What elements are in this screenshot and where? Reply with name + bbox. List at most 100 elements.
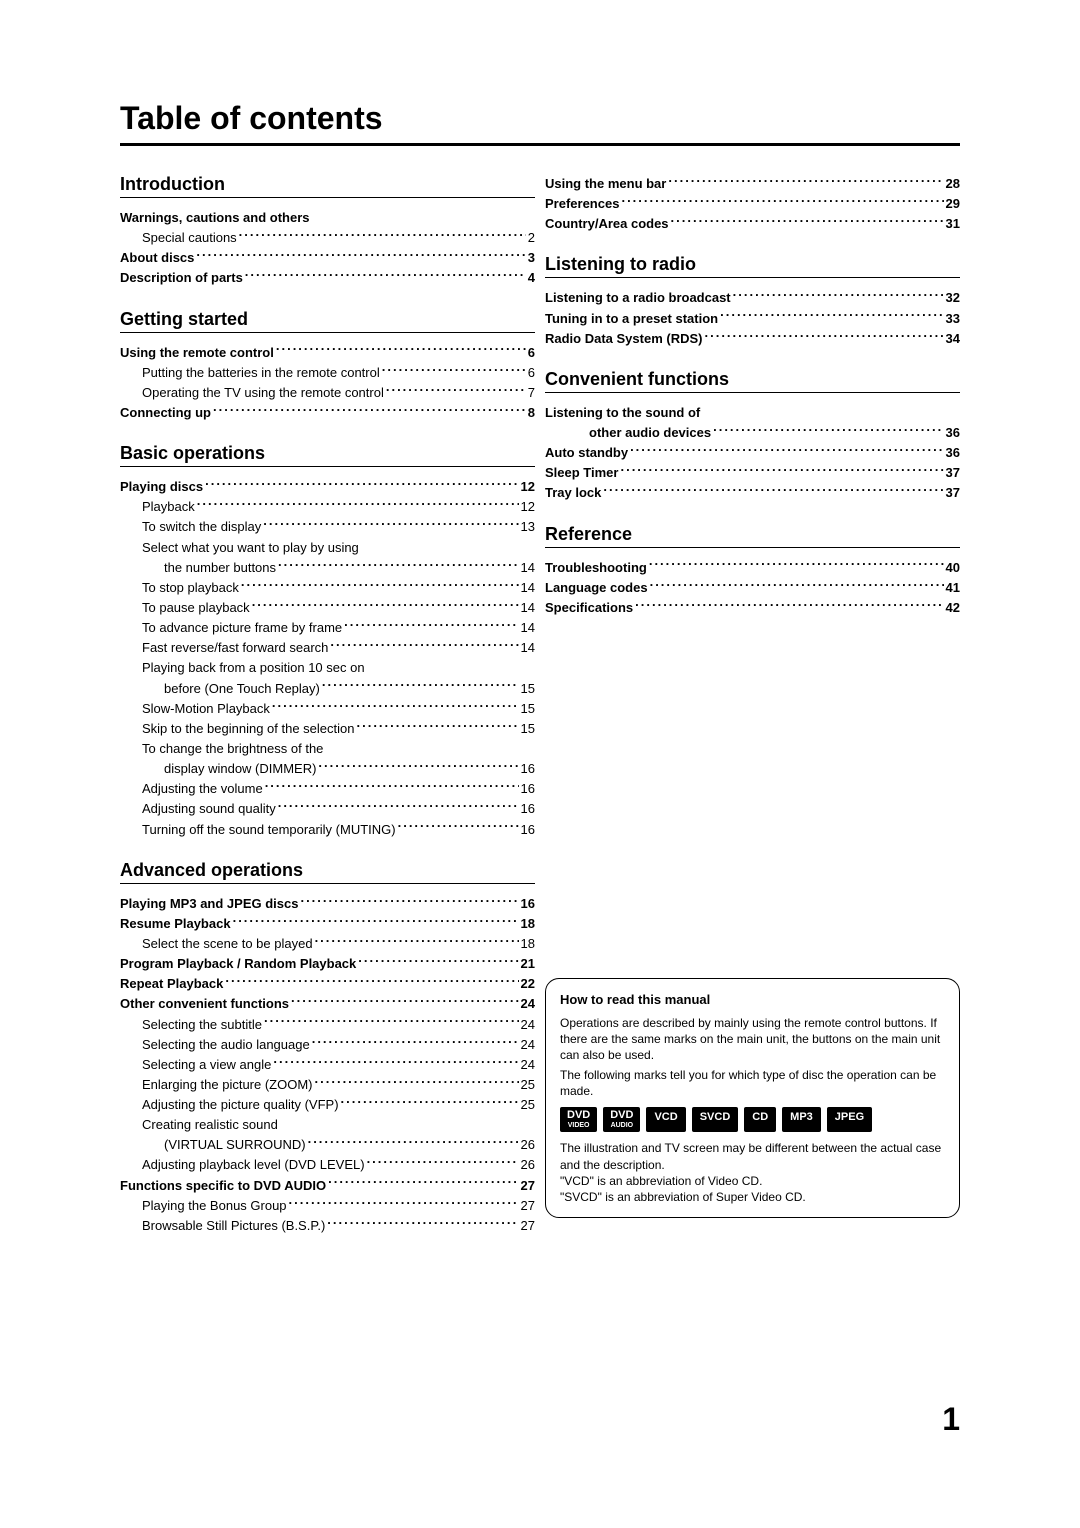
leader-dots bbox=[649, 559, 944, 572]
leader-dots bbox=[315, 1076, 519, 1089]
toc-entry-label: Creating realistic sound bbox=[142, 1115, 278, 1135]
toc-entry-label: (VIRTUAL SURROUND) bbox=[164, 1135, 306, 1155]
format-badge: CD bbox=[744, 1107, 776, 1132]
toc-entry: To advance picture frame by frame14 bbox=[120, 618, 535, 638]
toc-entry: Preferences29 bbox=[545, 194, 960, 214]
toc-entry-page: 18 bbox=[521, 914, 535, 934]
format-badge: VCD bbox=[646, 1107, 685, 1132]
toc-entry-page: 24 bbox=[521, 1015, 535, 1035]
leader-dots bbox=[278, 800, 519, 813]
infobox-paragraph: Operations are described by mainly using… bbox=[560, 1015, 945, 1064]
toc-entry-page: 32 bbox=[946, 288, 960, 308]
leader-dots bbox=[318, 760, 518, 773]
toc-entry-label: Repeat Playback bbox=[120, 974, 223, 994]
toc-entry-page: 28 bbox=[946, 174, 960, 194]
toc-entry-page: 24 bbox=[521, 1035, 535, 1055]
toc-entry-label: Tray lock bbox=[545, 483, 601, 503]
how-to-read-box: How to read this manual Operations are d… bbox=[545, 978, 960, 1218]
toc-entry: About discs3 bbox=[120, 248, 535, 268]
leader-dots bbox=[382, 364, 526, 377]
toc-entry-page: 16 bbox=[521, 820, 535, 840]
toc-entry-label: Auto standby bbox=[545, 443, 628, 463]
leader-dots bbox=[386, 384, 526, 397]
toc-entry-page: 13 bbox=[521, 517, 535, 537]
toc-entry-page: 16 bbox=[521, 759, 535, 779]
toc-entry-page: 42 bbox=[946, 598, 960, 618]
toc-entry-label: Selecting a view angle bbox=[142, 1055, 271, 1075]
section-heading: Getting started bbox=[120, 309, 535, 333]
toc-entry-page: 3 bbox=[528, 248, 535, 268]
toc-entry-page: 15 bbox=[521, 719, 535, 739]
leader-dots bbox=[197, 498, 519, 511]
leader-dots bbox=[241, 579, 519, 592]
toc-entry-label: other audio devices bbox=[589, 423, 711, 443]
toc-entry: Using the menu bar28 bbox=[545, 174, 960, 194]
leader-dots bbox=[341, 1096, 519, 1109]
toc-entry-label: Connecting up bbox=[120, 403, 211, 423]
format-badge: MP3 bbox=[782, 1107, 821, 1132]
section-heading: Listening to radio bbox=[545, 254, 960, 278]
leader-dots bbox=[276, 344, 526, 357]
leader-dots bbox=[635, 599, 943, 612]
toc-entry-label: Functions specific to DVD AUDIO bbox=[120, 1176, 326, 1196]
toc-entry: Adjusting playback level (DVD LEVEL)26 bbox=[120, 1155, 535, 1175]
section-heading: Advanced operations bbox=[120, 860, 535, 884]
toc-entry-page: 7 bbox=[528, 383, 535, 403]
leader-dots bbox=[322, 680, 519, 693]
toc-entry-page: 14 bbox=[521, 638, 535, 658]
toc-entry: Resume Playback 18 bbox=[120, 914, 535, 934]
toc-entry-label: Select what you want to play by using bbox=[142, 538, 359, 558]
toc-entry: Adjusting the picture quality (VFP) 25 bbox=[120, 1095, 535, 1115]
toc-entry: Specifications42 bbox=[545, 598, 960, 618]
page-title: Table of contents bbox=[120, 100, 960, 146]
format-badge: SVCD bbox=[692, 1107, 739, 1132]
leader-dots bbox=[233, 915, 519, 928]
toc-entry: Tuning in to a preset station33 bbox=[545, 309, 960, 329]
toc-entry: Special cautions2 bbox=[120, 228, 535, 248]
toc-entry: Country/Area codes31 bbox=[545, 214, 960, 234]
toc-entry-label: Selecting the subtitle bbox=[142, 1015, 262, 1035]
toc-entry-page: 24 bbox=[521, 1055, 535, 1075]
toc-entry: the number buttons14 bbox=[120, 558, 535, 578]
toc-entry-label: Selecting the audio language bbox=[142, 1035, 310, 1055]
toc-entry-page: 40 bbox=[946, 558, 960, 578]
toc-entry-label: Enlarging the picture (ZOOM) bbox=[142, 1075, 313, 1095]
toc-entry-page: 26 bbox=[521, 1135, 535, 1155]
section-heading: Reference bbox=[545, 524, 960, 548]
format-badge: DVDVIDEO bbox=[560, 1107, 597, 1132]
toc-entry-label: Fast reverse/fast forward search bbox=[142, 638, 328, 658]
toc-entry-page: 22 bbox=[521, 974, 535, 994]
toc-entry: Turning off the sound temporarily (MUTIN… bbox=[120, 820, 535, 840]
leader-dots bbox=[327, 1217, 518, 1230]
toc-right-column: Using the menu bar28Preferences29Country… bbox=[545, 174, 960, 1236]
toc-entry-label: Listening to the sound of bbox=[545, 403, 700, 423]
toc-entry: Playing discs12 bbox=[120, 477, 535, 497]
infobox-title: How to read this manual bbox=[560, 991, 945, 1009]
leader-dots bbox=[704, 330, 943, 343]
toc-entry-page: 18 bbox=[521, 934, 535, 954]
toc-entry-label: Adjusting the picture quality (VFP) bbox=[142, 1095, 339, 1115]
toc-entry-label: Resume Playback bbox=[120, 914, 231, 934]
toc-entry: Connecting up8 bbox=[120, 403, 535, 423]
leader-dots bbox=[273, 1056, 518, 1069]
toc-entry-page: 25 bbox=[521, 1095, 535, 1115]
section-heading: Convenient functions bbox=[545, 369, 960, 393]
toc-entry: Playing MP3 and JPEG discs16 bbox=[120, 894, 535, 914]
toc-entry: Language codes41 bbox=[545, 578, 960, 598]
toc-entry: Select what you want to play by using bbox=[120, 538, 535, 558]
toc-entry: Listening to a radio broadcast32 bbox=[545, 288, 960, 308]
toc-entry-page: 16 bbox=[521, 779, 535, 799]
toc-entry-label: Operating the TV using the remote contro… bbox=[142, 383, 384, 403]
leader-dots bbox=[252, 599, 519, 612]
toc-entry: Creating realistic sound bbox=[120, 1115, 535, 1135]
leader-dots bbox=[603, 484, 943, 497]
toc-entry-label: Browsable Still Pictures (B.S.P.) bbox=[142, 1216, 325, 1236]
toc-entry: Adjusting sound quality16 bbox=[120, 799, 535, 819]
toc-entry: Selecting a view angle 24 bbox=[120, 1055, 535, 1075]
toc-entry-label: Tuning in to a preset station bbox=[545, 309, 718, 329]
toc-entry: Using the remote control6 bbox=[120, 343, 535, 363]
toc-entry-page: 34 bbox=[946, 329, 960, 349]
leader-dots bbox=[239, 229, 526, 242]
toc-entry: Repeat Playback 22 bbox=[120, 974, 535, 994]
leader-dots bbox=[621, 195, 943, 208]
